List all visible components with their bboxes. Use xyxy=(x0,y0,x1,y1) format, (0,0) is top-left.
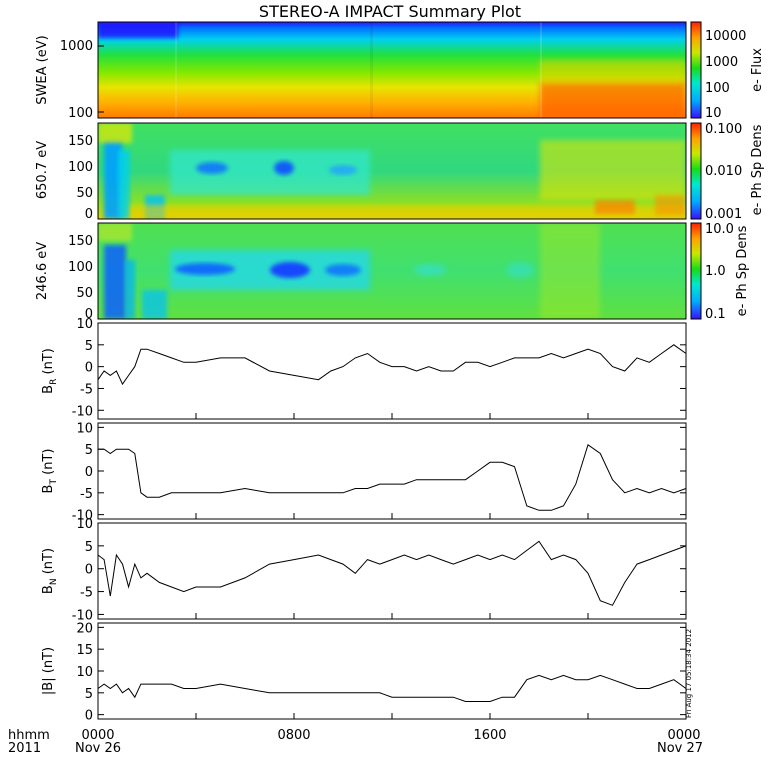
pa246-ytick-50: 50 xyxy=(76,286,93,301)
pa246-ylabel: 246.6 eV xyxy=(35,242,50,300)
time-tick-0800: 0800 xyxy=(277,728,310,743)
pa650-spectrogram xyxy=(98,123,686,219)
time-tick-1600: 1600 xyxy=(473,728,506,743)
bt-frame xyxy=(97,422,687,520)
swea-cbar-tick-100: 100 xyxy=(705,81,730,96)
pa650-ytick-50: 50 xyxy=(76,186,93,201)
bt-ylabel: BT (nT) xyxy=(41,449,59,494)
bt-ytick-label: -10 xyxy=(72,509,93,524)
pa650-ytick-100: 100 xyxy=(68,160,93,175)
bmag-ylabel: |B| (nT) xyxy=(41,647,56,695)
pa650-ylabel: 650.7 eV xyxy=(35,141,50,199)
pa650-frame xyxy=(97,122,687,220)
br-ytick-label: -10 xyxy=(72,404,93,419)
pa246-spectrogram xyxy=(98,223,686,319)
bmag-ytick-label: 15 xyxy=(76,643,93,658)
pa650-ytick-150: 150 xyxy=(68,134,93,149)
bn-ytick-label: 10 xyxy=(76,517,93,532)
bt-ytick-label: 0 xyxy=(85,465,93,480)
bn-panel: 10 5 0 -5 -10 BN (nT) xyxy=(41,517,687,623)
bmag-frame xyxy=(97,622,687,720)
bmag-ytick-label: 10 xyxy=(76,665,93,680)
swea-spectrogram xyxy=(98,22,686,118)
br-ytick-label: -5 xyxy=(80,382,93,397)
pa650-cbar-label: e- Ph Sp Dens xyxy=(750,124,765,215)
pa650-cbar-tick-0001: 0.001 xyxy=(705,207,742,222)
pa246-cbar-tick-01: 0.1 xyxy=(705,307,726,322)
swea-cbar-tick-10000: 10000 xyxy=(705,29,746,44)
br-panel: 10 5 0 -5 -10 BR (nT) xyxy=(41,317,687,420)
pa650-ytick-0: 0 xyxy=(85,207,93,222)
bmag-panel: 20 15 10 5 0 |B| (nT) xyxy=(41,621,687,724)
bmag-ytick-label: 5 xyxy=(85,687,93,702)
bn-ytick-label: 5 xyxy=(85,540,93,555)
pa650-depletion-3 xyxy=(329,165,357,175)
footer-year: 2011 xyxy=(8,741,41,756)
pa246-depletion-3 xyxy=(325,264,361,276)
pa246-frame xyxy=(97,222,687,320)
br-frame xyxy=(97,322,687,420)
pa246-depletion-1 xyxy=(175,263,235,275)
bt-ytick-label: 10 xyxy=(76,421,93,436)
pa246-depletion-2 xyxy=(270,262,310,278)
swea-cbar-tick-1000: 1000 xyxy=(705,55,738,70)
pa246-cbar-label: e- Ph Sp Dens xyxy=(735,225,750,316)
pa246-ytick-0: 0 xyxy=(85,307,93,322)
swea-cbar-label: e- Flux xyxy=(750,48,765,92)
bmag-ytick-label: 20 xyxy=(76,621,93,636)
bn-ylabel: BN (nT) xyxy=(41,548,59,594)
magnetic-field-panels: 10 5 0 -5 -10 BR (nT) 10 5 0 -5 -10 BT (nT) 10 5 0 -5 -1… xyxy=(41,317,687,724)
br-ytick-label: 10 xyxy=(76,317,93,332)
bt-panel: 10 5 0 -5 -10 BT (nT) xyxy=(41,421,687,524)
pa246-cbar-tick-10: 10.0 xyxy=(705,222,734,237)
time-tick-0000-end: 0000 xyxy=(667,728,700,743)
plot-title: STEREO-A IMPACT Summary Plot xyxy=(259,2,521,21)
pa650-cbar-tick-0010: 0.010 xyxy=(705,164,742,179)
swea-high-flux-region xyxy=(540,82,686,118)
pa650-cbar-tick-0100: 0.100 xyxy=(705,122,742,137)
date-end: Nov 27 xyxy=(657,741,703,756)
pa246-cbar-tick-1: 1.0 xyxy=(705,264,726,279)
br-series-line xyxy=(97,344,687,386)
br-ytick-label: 0 xyxy=(85,361,93,376)
date-start: Nov 26 xyxy=(75,741,121,756)
bt-ytick-label: 5 xyxy=(85,443,93,458)
pa650-depletion-1 xyxy=(196,162,228,174)
swea-colorbar xyxy=(690,21,702,119)
swea-cbar-tick-10: 10 xyxy=(705,106,722,121)
pa246-ytick-100: 100 xyxy=(68,260,93,275)
plot-timestamp: Fri Aug 17 05:18:34 2012 xyxy=(685,629,693,718)
pa246-colorbar xyxy=(690,222,702,320)
swea-ytick-100: 100 xyxy=(68,106,93,121)
bn-frame xyxy=(97,522,687,620)
br-ytick-label: 5 xyxy=(85,339,93,354)
bn-ytick-label: -10 xyxy=(72,608,93,623)
bn-ytick-label: 0 xyxy=(85,563,93,578)
bmag-ytick-label: 0 xyxy=(85,709,93,724)
footer-unit-label: hhmm xyxy=(8,728,50,743)
bt-series-line xyxy=(98,443,687,511)
time-tick-0000: 0000 xyxy=(81,728,114,743)
swea-ylabel: SWEA (eV) xyxy=(35,35,50,104)
pa650-colorbar xyxy=(690,122,702,220)
bmag-series-line xyxy=(97,674,687,702)
bn-ytick-label: -5 xyxy=(80,586,93,601)
br-ylabel: BR (nT) xyxy=(41,348,59,394)
pa246-ytick-150: 150 xyxy=(68,234,93,249)
pa650-depletion-2 xyxy=(274,161,294,175)
bn-series-line xyxy=(97,540,687,606)
swea-frame xyxy=(97,21,687,119)
swea-ytick-1000: 1000 xyxy=(60,39,93,54)
bt-ytick-label: -5 xyxy=(80,487,93,502)
